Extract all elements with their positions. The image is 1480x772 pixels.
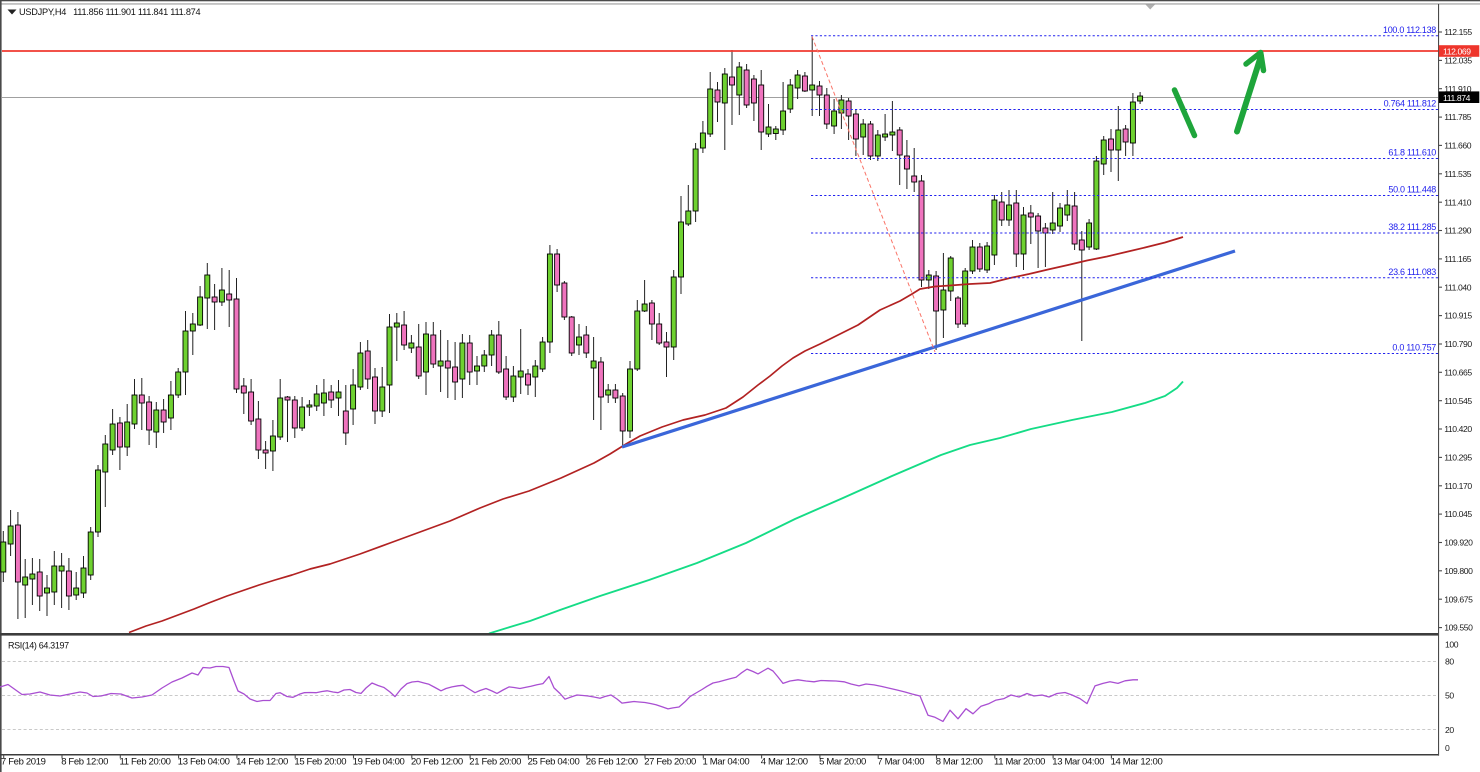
- svg-text:8 Mar 12:00: 8 Mar 12:00: [936, 757, 983, 768]
- svg-text:11 Feb 20:00: 11 Feb 20:00: [120, 757, 171, 768]
- svg-text:110.295: 110.295: [1444, 453, 1472, 463]
- svg-text:111.910: 111.910: [1444, 84, 1472, 94]
- svg-text:110.045: 110.045: [1444, 509, 1472, 519]
- svg-text:38.2 111.285: 38.2 111.285: [1388, 222, 1436, 232]
- svg-text:8 Feb 12:00: 8 Feb 12:00: [61, 757, 108, 768]
- svg-text:7 Mar 04:00: 7 Mar 04:00: [877, 757, 924, 768]
- svg-text:13 Mar 04:00: 13 Mar 04:00: [1052, 757, 1104, 768]
- svg-text:14 Mar 12:00: 14 Mar 12:00: [1111, 757, 1163, 768]
- svg-text:4 Mar 12:00: 4 Mar 12:00: [761, 757, 808, 768]
- svg-text:7 Feb 2019: 7 Feb 2019: [1, 757, 46, 768]
- svg-text:111.660: 111.660: [1444, 141, 1472, 151]
- svg-text:111.040: 111.040: [1444, 282, 1472, 292]
- svg-text:61.8 111.610: 61.8 111.610: [1388, 148, 1436, 158]
- svg-text:100: 100: [1445, 640, 1459, 650]
- svg-text:20 Feb 12:00: 20 Feb 12:00: [411, 757, 463, 768]
- svg-text:110.790: 110.790: [1444, 339, 1472, 349]
- svg-text:111.410: 111.410: [1444, 197, 1472, 207]
- svg-text:50: 50: [1445, 691, 1454, 701]
- svg-text:110.170: 110.170: [1444, 481, 1472, 491]
- svg-text:109.675: 109.675: [1444, 594, 1473, 604]
- svg-text:110.420: 110.420: [1444, 424, 1472, 434]
- svg-text:109.920: 109.920: [1444, 538, 1473, 548]
- svg-text:15 Feb 20:00: 15 Feb 20:00: [294, 757, 346, 768]
- svg-text:21 Feb 20:00: 21 Feb 20:00: [469, 757, 521, 768]
- svg-text:13 Feb 04:00: 13 Feb 04:00: [178, 757, 230, 768]
- svg-text:109.800: 109.800: [1444, 566, 1473, 576]
- svg-text:0.0 110.757: 0.0 110.757: [1392, 343, 1436, 353]
- svg-text:111.874: 111.874: [1443, 93, 1471, 103]
- svg-text:111.785: 111.785: [1444, 112, 1472, 122]
- svg-text:80: 80: [1445, 657, 1454, 667]
- svg-text:100.0 112.138: 100.0 112.138: [1383, 25, 1436, 35]
- svg-text:20: 20: [1445, 725, 1454, 735]
- svg-text:112.035: 112.035: [1444, 56, 1472, 66]
- svg-text:11 Mar 20:00: 11 Mar 20:00: [994, 757, 1045, 768]
- svg-text:26 Feb 12:00: 26 Feb 12:00: [586, 757, 638, 768]
- svg-text:5 Mar 20:00: 5 Mar 20:00: [819, 757, 866, 768]
- svg-text:109.550: 109.550: [1444, 623, 1473, 633]
- svg-text:50.0 111.448: 50.0 111.448: [1388, 185, 1436, 195]
- svg-text:1 Mar 04:00: 1 Mar 04:00: [703, 757, 750, 768]
- svg-text:111.535: 111.535: [1444, 169, 1472, 179]
- svg-text:25 Feb 04:00: 25 Feb 04:00: [528, 757, 580, 768]
- svg-text:111.290: 111.290: [1444, 226, 1472, 236]
- svg-text:27 Feb 20:00: 27 Feb 20:00: [644, 757, 696, 768]
- svg-text:111.165: 111.165: [1444, 254, 1472, 264]
- svg-text:110.915: 110.915: [1444, 311, 1472, 321]
- svg-text:112.069: 112.069: [1443, 47, 1471, 57]
- svg-text:14 Feb 12:00: 14 Feb 12:00: [236, 757, 288, 768]
- svg-text:0.764 111.812: 0.764 111.812: [1384, 99, 1437, 109]
- svg-text:110.545: 110.545: [1444, 396, 1472, 406]
- svg-text:19 Feb 04:00: 19 Feb 04:00: [353, 757, 405, 768]
- svg-text:23.6 111.083: 23.6 111.083: [1388, 267, 1436, 277]
- svg-text:RSI(14) 64.3197: RSI(14) 64.3197: [8, 640, 69, 650]
- svg-text:110.665: 110.665: [1444, 367, 1472, 377]
- svg-text:0: 0: [1445, 743, 1450, 753]
- svg-text:112.155: 112.155: [1444, 27, 1472, 37]
